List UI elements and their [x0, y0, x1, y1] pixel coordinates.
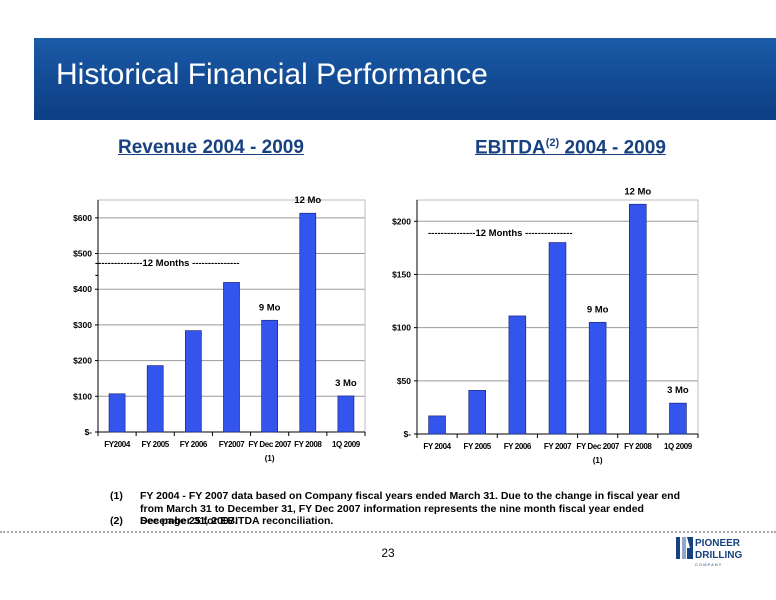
bar-1 [428, 415, 446, 435]
x-tick-label: FY Dec 2007 [248, 440, 292, 449]
bar-2 [146, 365, 164, 433]
y-tick-label: $200 [73, 356, 92, 366]
logo-line-1: PIONEER [695, 538, 741, 549]
footer-divider [0, 531, 776, 533]
x-tick-label: 1Q 2009 [332, 440, 361, 449]
bar-4 [223, 282, 240, 433]
ebitda-chart-heading: EBITDA(2) 2004 - 2009 [475, 137, 666, 159]
logo-line-3: C O M P A N Y [695, 562, 722, 567]
x-tick-label: FY 2005 [464, 442, 492, 451]
x-tick-label: FY 2007 [544, 442, 572, 451]
page-number: 23 [381, 546, 395, 560]
x-tick-label: FY 2006 [504, 442, 532, 451]
revenue-chart-heading: Revenue 2004 - 2009 [118, 137, 304, 158]
y-tick-label: $400 [73, 284, 92, 294]
ebitda-chart: $- $50 $100 $150 $200 FY 2004 FY 2005 FY 2006 FY… [392, 186, 699, 465]
bar-annotation: 3 Mo [667, 385, 689, 396]
bar-4 [548, 242, 567, 435]
bar-6 [629, 203, 647, 435]
bar-5 [261, 319, 279, 433]
y-tick-label: $50 [397, 376, 411, 386]
x-tick-label: FY2007 [219, 440, 246, 449]
page-title: Historical Financial Performance [56, 58, 488, 91]
y-tick-label: $- [84, 427, 92, 437]
revenue-chart: $- $100 $200 $300 $400 $500 $600 FY2004 FY 2005 F… [73, 195, 366, 463]
x-tick-label: FY 2004 [423, 442, 451, 451]
bar-annotation: 12 Mo [624, 186, 651, 197]
bar-3 [508, 315, 527, 435]
footnote-2-marker: (2) [110, 515, 123, 527]
y-tick-label: $600 [73, 213, 92, 223]
footnote-1: (1) FY 2004 - FY 2007 data based on Comp… [110, 490, 710, 527]
ebitda-12-months-annotation: ---------------12 Months --------------- [428, 228, 573, 239]
pioneer-drilling-logo: PIONEER DRILLING C O M P A N Y [676, 537, 742, 567]
bar-7 [337, 395, 355, 433]
logo-line-2: DRILLING [695, 550, 742, 561]
footnote-2-text: See page 25 for EBITDA reconciliation. [140, 515, 334, 527]
x-tick-label: FY Dec 2007 [576, 442, 620, 451]
ebitda-heading-prefix: EBITDA [475, 137, 546, 159]
x-tick-label: FY2004 [104, 440, 131, 449]
y-tick-label: $100 [73, 391, 92, 401]
revenue-12-months-annotation: ---------------12 Months --------------- [95, 258, 240, 269]
bar-annotation: 3 Mo [335, 378, 357, 389]
x-tick-label: FY 2005 [142, 440, 170, 449]
footnote-marker: (1) [593, 456, 603, 465]
y-tick-label: $100 [392, 323, 411, 333]
x-tick-label: FY 2008 [624, 442, 652, 451]
bar-7 [669, 402, 687, 435]
ebitda-heading-superscript: (2) [545, 137, 560, 149]
bar-5 [588, 321, 607, 435]
bar-annotation: 12 Mo [294, 195, 321, 206]
y-tick-label: $- [403, 429, 411, 439]
y-tick-label: $300 [73, 320, 92, 330]
y-tick-label: $200 [392, 216, 411, 226]
x-tick-label: FY 2006 [180, 440, 208, 449]
bar-annotation: 9 Mo [259, 302, 281, 313]
ebitda-heading-suffix: 2004 - 2009 [559, 137, 666, 159]
logo-mark-icon [676, 537, 693, 559]
bar-6 [299, 212, 317, 433]
x-tick-label: FY 2008 [294, 440, 322, 449]
bar-2 [468, 390, 486, 435]
footnote-1-marker: (1) [110, 490, 123, 502]
bar-annotation: 9 Mo [587, 304, 609, 315]
footnote-1-text: FY 2004 - FY 2007 data based on Company … [140, 490, 680, 527]
x-tick-label: 1Q 2009 [664, 442, 693, 451]
footnote-marker: (1) [265, 454, 275, 463]
bar-3 [184, 330, 202, 433]
title-banner: Historical Financial Performance [34, 38, 776, 120]
y-tick-label: $150 [392, 269, 411, 279]
footnote-2: (2) See page 25 for EBITDA reconciliatio… [110, 515, 710, 529]
bar-1 [108, 393, 126, 433]
y-tick-label: $500 [73, 249, 92, 259]
revenue-12-months-annotation-continued: - [95, 270, 98, 281]
